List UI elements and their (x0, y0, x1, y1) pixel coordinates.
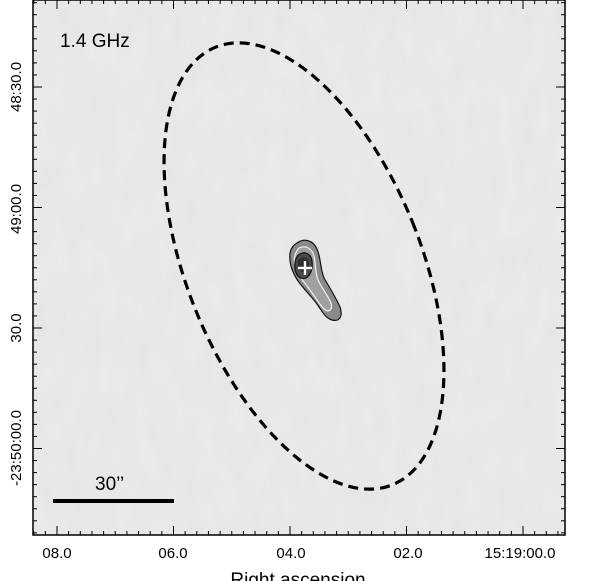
position-marker-icon (298, 261, 312, 275)
x-axis-title: Right ascension (230, 570, 365, 581)
x-tick-label: 02.0 (393, 545, 422, 562)
x-tick-label: 15:19:00.0 (485, 545, 556, 562)
y-tick-label: 49:00.0 (8, 184, 25, 234)
y-tick-label: 48:30.0 (8, 62, 25, 112)
radio-source (289, 239, 342, 321)
error-ellipse (162, 41, 446, 491)
y-tick-label: 30.0 (8, 313, 25, 342)
y-tick-labels: 48:30.0 49:00.0 30.0 -23:50:00.0 (8, 62, 25, 486)
y-tick-label: -23:50:00.0 (8, 410, 25, 486)
axis-ticks (33, 0, 565, 535)
frequency-label: 1.4 GHz (60, 31, 130, 52)
x-tick-label: 08.0 (42, 545, 71, 562)
x-tick-label: 04.0 (276, 545, 305, 562)
scale-bar-label: 30’’ (95, 474, 124, 495)
x-tick-label: 06.0 (158, 545, 187, 562)
x-tick-labels: 08.0 06.0 04.0 02.0 15:19:00.0 (42, 545, 555, 562)
